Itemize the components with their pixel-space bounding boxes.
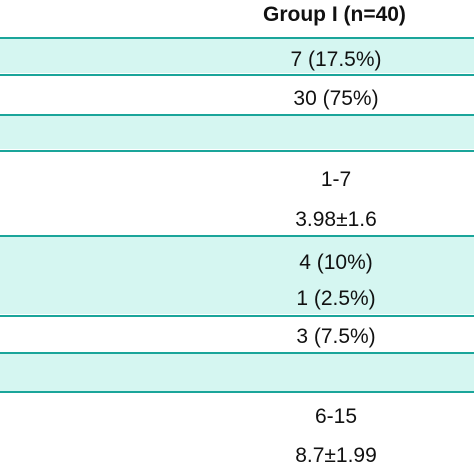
highlight-band	[0, 116, 474, 149]
table-cell: 30 (75%)	[293, 87, 379, 110]
table-cell: 1 (2.5%)	[296, 287, 376, 310]
row-divider	[0, 235, 474, 237]
row-divider	[0, 352, 474, 354]
table-cell: 7 (17.5%)	[290, 48, 382, 71]
row-divider	[0, 74, 474, 76]
highlight-band	[0, 39, 474, 73]
row-divider	[0, 150, 474, 152]
row-divider	[0, 391, 474, 393]
table-cell: 1-7	[320, 168, 352, 191]
row-divider	[0, 315, 474, 317]
highlight-band	[0, 354, 474, 391]
table-cell: 6-15	[314, 405, 358, 428]
row-divider	[0, 114, 474, 116]
table-cell: 3 (7.5%)	[296, 325, 376, 348]
column-header-group-i: Group I (n=40)	[263, 3, 406, 26]
highlight-band	[0, 237, 474, 314]
table-header-row: Group I (n=40)	[0, 0, 474, 38]
row-divider	[0, 37, 474, 39]
table-cell: 4 (10%)	[299, 251, 373, 274]
table-cell: 8.7±1.99	[295, 444, 377, 467]
table-cell: 3.98±1.6	[295, 208, 377, 231]
